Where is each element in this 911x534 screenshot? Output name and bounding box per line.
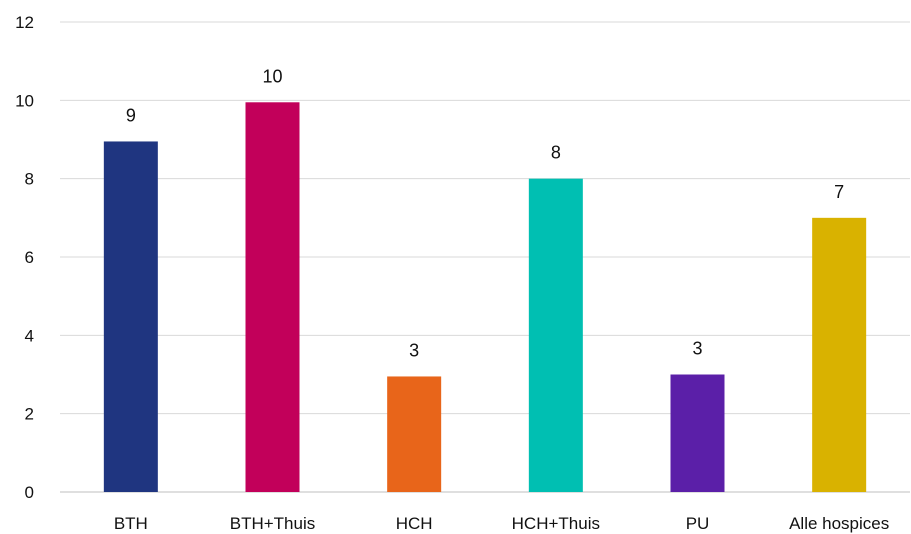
x-tick-label: HCH+Thuis <box>512 514 600 533</box>
y-tick-label: 10 <box>15 91 34 110</box>
bars <box>103 102 867 493</box>
y-tick-label: 0 <box>25 483 34 502</box>
data-label: 8 <box>551 143 561 163</box>
x-tick-label: Alle hospices <box>789 514 889 533</box>
y-tick-label: 6 <box>25 248 34 267</box>
bar-alle-hospices <box>812 217 867 493</box>
data-label: 3 <box>409 340 419 360</box>
gridlines <box>60 21 910 493</box>
x-tick-label: PU <box>686 514 710 533</box>
data-label: 3 <box>692 339 702 359</box>
y-tick-label: 12 <box>15 13 34 32</box>
bar-pu <box>670 374 725 492</box>
bar-hch-thuis <box>528 178 583 492</box>
x-axis-ticks: BTH BTH+Thuis HCH HCH+Thuis PU Alle hospices <box>114 514 889 533</box>
bar-hch <box>387 376 442 492</box>
bar-bth <box>103 141 158 493</box>
y-axis-ticks: 0 2 4 6 8 10 12 <box>15 13 34 502</box>
y-tick-label: 8 <box>25 170 34 189</box>
x-tick-label: BTH <box>114 514 148 533</box>
data-label: 9 <box>126 105 136 125</box>
x-tick-label: BTH+Thuis <box>230 514 316 533</box>
data-label: 7 <box>834 182 844 202</box>
y-tick-label: 4 <box>25 326 34 345</box>
x-tick-label: HCH <box>396 514 433 533</box>
data-labels: 9 10 3 8 3 7 <box>126 66 844 360</box>
y-tick-label: 2 <box>25 405 34 424</box>
data-label: 10 <box>262 66 282 86</box>
bar-bth-thuis <box>245 102 300 493</box>
